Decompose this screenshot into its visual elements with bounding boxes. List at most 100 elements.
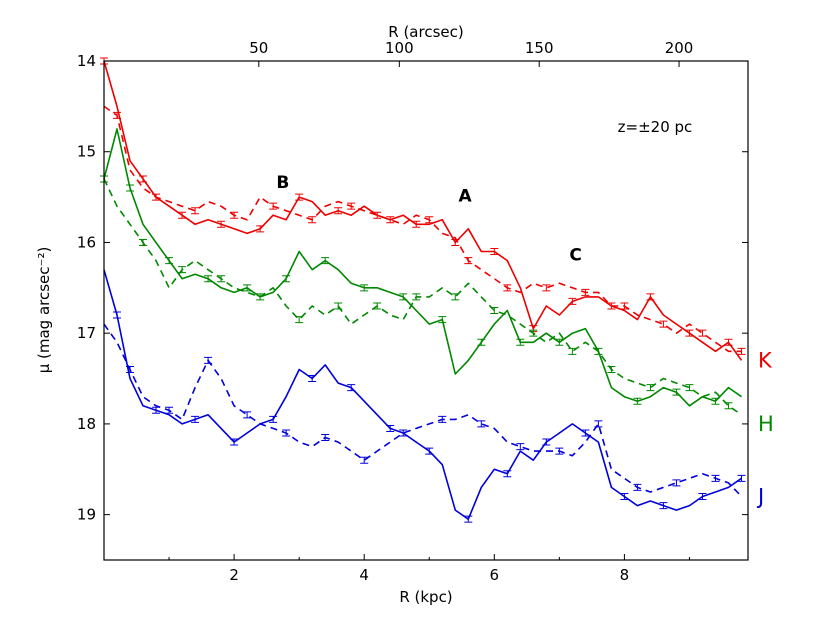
error-bar: [347, 384, 356, 392]
error-bar: [503, 470, 512, 478]
error-bar: [620, 492, 629, 500]
error-bar: [191, 415, 200, 423]
error-bar: [386, 424, 395, 432]
error-bar: [139, 175, 148, 183]
error-bar: [451, 293, 460, 301]
error-bar: [672, 388, 681, 396]
error-bar: [178, 211, 187, 219]
series-line-k: [103, 60, 743, 361]
error-bar: [386, 216, 395, 224]
error-bar: [737, 347, 746, 355]
error-bar: [438, 316, 447, 324]
legend-label-j: J: [756, 484, 764, 508]
plot-frame: [103, 60, 749, 561]
error-bar: [256, 293, 265, 301]
error-bar: [412, 293, 421, 301]
y-tick-label: 19: [77, 506, 96, 524]
error-bar: [165, 406, 174, 414]
error-bar: [152, 406, 161, 414]
error-bar: [243, 284, 252, 292]
error-bar: [724, 402, 733, 410]
error-bar: [217, 220, 226, 228]
top-tick-label: 100: [385, 39, 414, 57]
y-tick-label: 17: [77, 324, 96, 342]
error-bar: [373, 302, 382, 310]
error-bar: [646, 384, 655, 392]
top-axis-label: R (arcsec): [388, 23, 463, 41]
error-bar: [516, 443, 525, 451]
error-bar: [282, 429, 291, 437]
series-line-k-dashed: [103, 105, 742, 353]
feature-label: A: [458, 187, 472, 207]
error-bar: [516, 338, 525, 346]
error-bar: [425, 216, 434, 224]
error-bar: [555, 338, 564, 346]
error-bar: [152, 193, 161, 201]
error-bar: [633, 397, 642, 405]
error-bar: [243, 411, 252, 419]
ticks-layer: 2 4 6 8 14 15 16 17 18 19 50 100 150 200: [77, 39, 748, 584]
error-bar: [568, 347, 577, 355]
legend: K H J: [756, 348, 774, 508]
series-line-h-dashed: [103, 178, 742, 416]
error-bar: [308, 216, 317, 224]
feature-label: B: [276, 173, 289, 193]
feature-label: C: [569, 246, 581, 266]
error-bar: [282, 275, 291, 283]
error-bar: [217, 275, 226, 283]
error-bar: [347, 202, 356, 210]
error-bar: [425, 447, 434, 455]
x-tick-label: 6: [490, 566, 500, 584]
error-bar: [464, 257, 473, 265]
error-bar: [737, 474, 746, 482]
series-line-h: [103, 128, 742, 407]
y-tick-label: 16: [77, 233, 96, 251]
error-bar: [295, 193, 304, 201]
error-bar: [594, 420, 603, 428]
error-bar: [633, 483, 642, 491]
series-line-j-dashed: [103, 323, 743, 498]
error-bar: [685, 384, 694, 392]
error-bar: [113, 311, 122, 319]
error-bar: [698, 492, 707, 500]
error-bar: [230, 211, 239, 219]
series-line-j: [103, 269, 742, 521]
error-bar: [204, 275, 213, 283]
error-bar: [711, 397, 720, 405]
legend-label-h: H: [758, 412, 774, 436]
error-bar: [490, 307, 499, 314]
error-bar: [685, 329, 694, 337]
x-tick-label: 8: [620, 566, 630, 584]
error-bar: [269, 415, 278, 423]
error-bar: [438, 415, 447, 423]
error-bar: [542, 438, 551, 446]
error-bar: [230, 438, 239, 446]
error-bar: [321, 257, 330, 265]
error-bar: [308, 375, 317, 383]
error-bar: [607, 365, 616, 373]
top-tick-label: 200: [665, 39, 694, 57]
error-bar: [178, 266, 187, 274]
x-tick-label: 4: [359, 566, 369, 584]
error-bar: [581, 288, 590, 296]
error-bar: [373, 211, 382, 219]
y-tick-label: 14: [77, 52, 96, 70]
error-bar: [529, 329, 538, 337]
error-bar: [399, 293, 408, 301]
error-bar: [477, 420, 486, 428]
error-bar: [269, 202, 278, 210]
error-bar: [113, 111, 122, 119]
error-bar: [542, 284, 551, 292]
legend-label-k: K: [758, 348, 773, 372]
error-bar: [256, 225, 265, 233]
error-bar: [724, 338, 733, 346]
error-bar: [126, 184, 135, 192]
error-bar: [321, 434, 330, 442]
error-bar: [477, 338, 486, 346]
error-bar: [334, 207, 343, 215]
error-bar: [555, 447, 564, 455]
error-bar: [711, 474, 720, 482]
annotation-text: z=±20 pc: [618, 118, 693, 136]
error-bar: [503, 284, 512, 292]
